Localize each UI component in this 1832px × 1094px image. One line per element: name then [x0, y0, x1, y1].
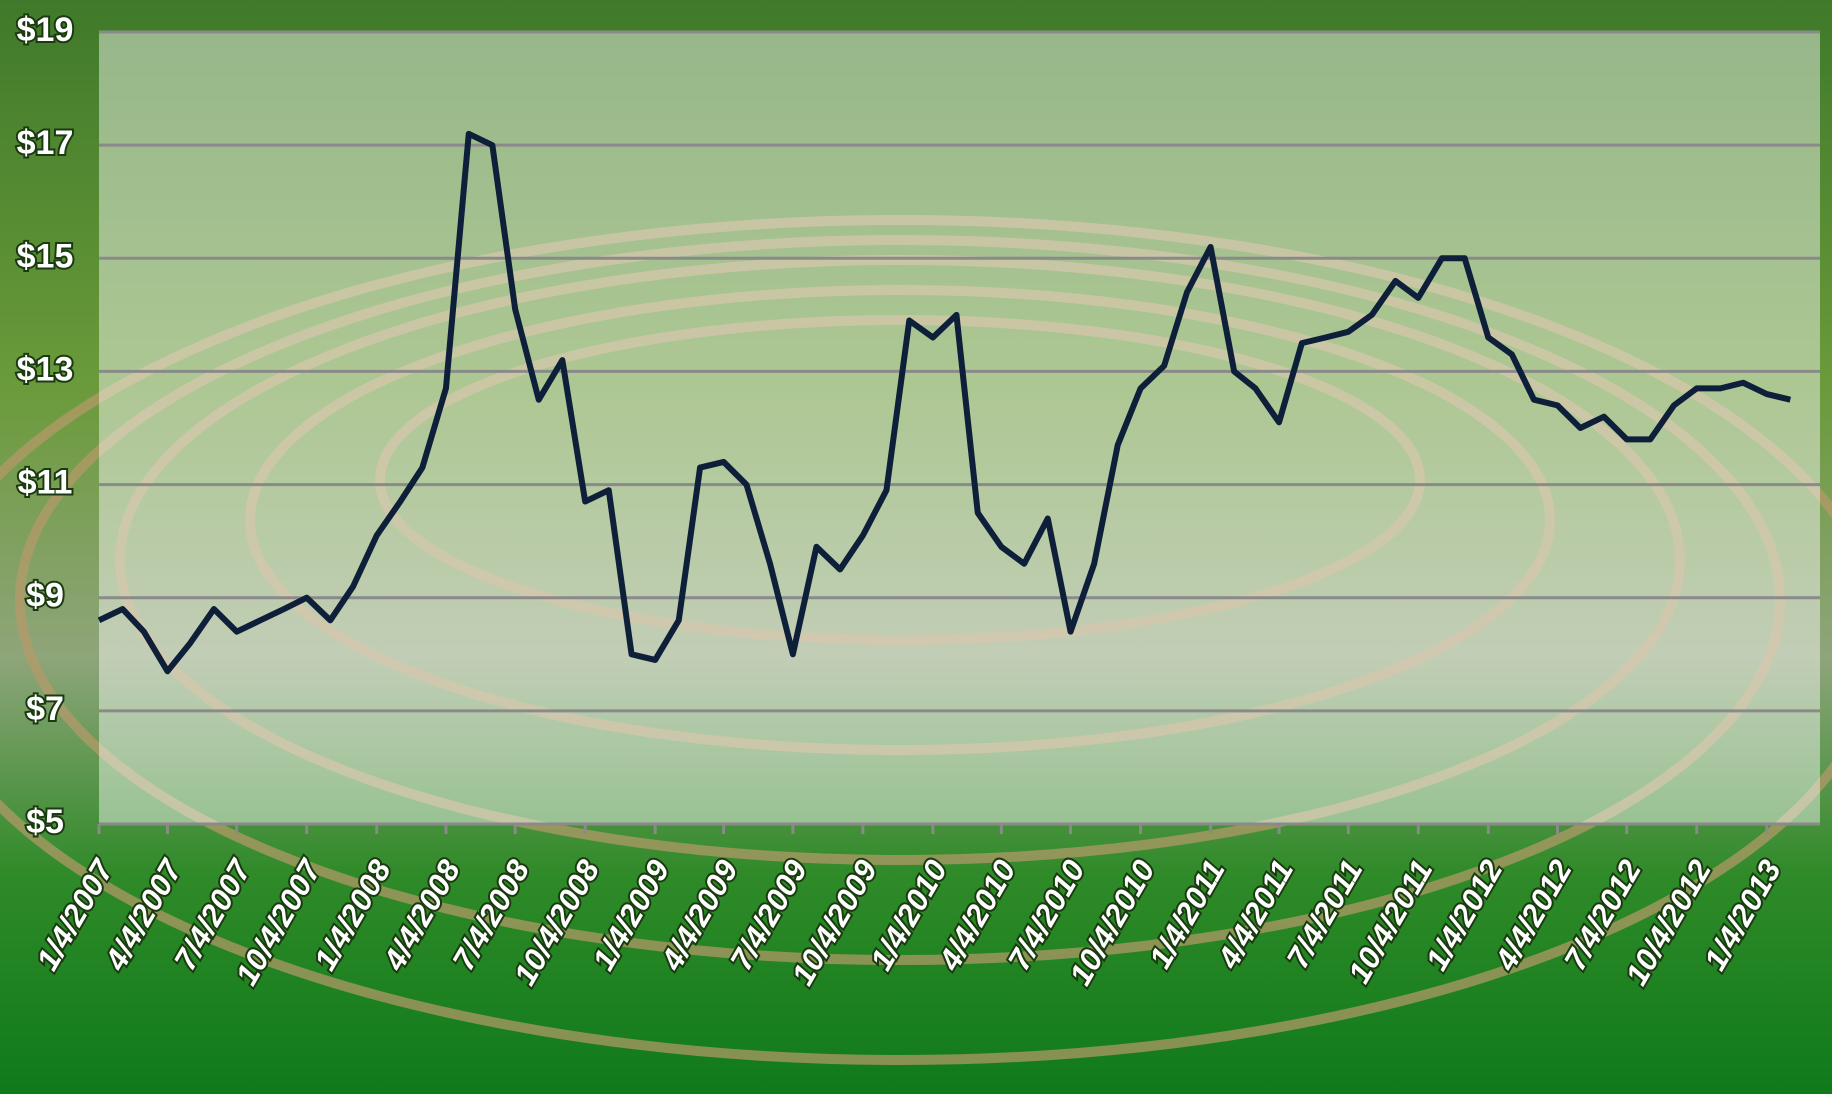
- y-tick-label: $5: [26, 803, 64, 841]
- y-tick-label: $11: [18, 464, 73, 502]
- y-tick-label: $7: [26, 690, 64, 728]
- y-tick-label: $19: [17, 11, 74, 49]
- y-tick-label: $13: [17, 350, 74, 388]
- y-tick-label: $9: [26, 577, 64, 615]
- y-tick-label: $15: [17, 237, 74, 275]
- price-line: [97, 130, 1792, 675]
- plot-area: [99, 32, 1820, 824]
- y-tick-label: $17: [17, 124, 74, 162]
- terraces: [0, 215, 1832, 1065]
